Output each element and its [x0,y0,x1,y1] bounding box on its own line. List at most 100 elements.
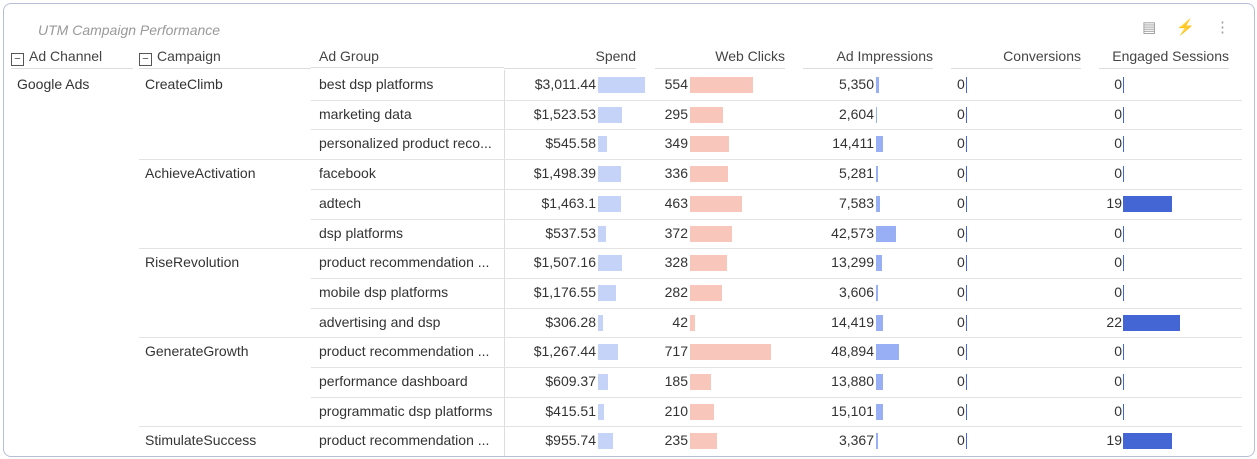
ad-group-cell: advertising and dsp [319,313,441,330]
engaged-sessions-bar [1123,403,1124,420]
row-divider [139,337,1242,339]
web-clicks-bar [690,106,724,123]
ad-channel-cell: Google Ads [17,76,90,92]
engaged-sessions-bar [1123,374,1124,390]
web-clicks-value: 554 [664,76,688,92]
row-divider [311,188,1242,190]
column-header-campaign[interactable]: − Campaign [139,46,311,69]
ad-impressions-value: 13,299 [831,254,874,271]
column-header-ad-group[interactable]: Ad Group [311,46,504,68]
header-label: Ad Channel [29,48,103,64]
ad-group-cell: performance dashboard [319,373,468,389]
web-clicks-bar [690,284,722,301]
ad-impressions-value: 3,606 [838,283,874,300]
ad-impressions-value: 48,894 [831,343,874,360]
web-clicks-bar [690,225,733,242]
spend-value: $1,176.55 [533,283,596,300]
ad-impressions-value: 13,880 [831,373,874,389]
web-clicks-bar [690,255,728,272]
web-clicks-bar [690,374,711,390]
column-header-engaged-sessions[interactable]: Engaged Sessions [1099,46,1229,69]
ad-impressions-bar [876,225,897,242]
web-clicks-bar [690,314,695,331]
more-vertical-icon[interactable]: ⋮ [1215,19,1230,36]
spend-value: $1,507.16 [533,254,596,271]
ad-group-cell: mobile dsp platforms [319,283,449,300]
spend-bar [598,403,605,420]
engaged-sessions-value: 19 [1106,194,1122,211]
ad-impressions-bar [876,195,880,212]
ad-group-cell: best dsp platforms [319,76,434,92]
engaged-sessions-value: 0 [1114,283,1122,300]
web-clicks-bar [690,195,743,212]
ad-impressions-bar [876,106,878,123]
engaged-sessions-value: 0 [1114,76,1122,92]
collapse-icon[interactable]: − [139,53,152,66]
column-divider [504,70,505,456]
web-clicks-value: 295 [664,105,688,122]
column-header-conversions[interactable]: Conversions [951,46,1081,69]
conversions-bar [966,344,967,361]
engaged-sessions-value: 0 [1114,402,1122,419]
conversions-value: 0 [957,373,965,389]
ad-impressions-bar [876,77,879,93]
ad-group-cell: product recommendation ... [319,343,490,360]
ad-impressions-value: 14,419 [831,313,874,330]
campaign-cell: AchieveActivation [145,165,256,182]
column-header-spend[interactable]: Spend [504,46,636,69]
ad-group-cell: facebook [319,165,376,182]
row-divider [311,277,1242,279]
collapse-icon[interactable]: − [11,53,24,66]
conversions-value: 0 [957,343,965,360]
engaged-sessions-bar [1123,225,1124,242]
web-clicks-value: 336 [664,165,688,182]
conversions-bar [966,255,967,272]
ad-impressions-bar [876,166,879,183]
conversions-bar [966,314,967,331]
ad-impressions-value: 7,583 [838,194,874,211]
spend-bar [598,314,603,331]
ad-impressions-bar [876,136,883,153]
row-divider [311,367,1242,368]
row-divider [311,218,1242,220]
lightning-icon[interactable]: ⚡ [1176,19,1195,36]
web-clicks-value: 210 [664,402,688,419]
column-header-web-clicks[interactable]: Web Clicks [655,46,785,69]
ad-impressions-bar [876,433,878,450]
spend-bar [598,374,608,390]
chart-settings-icon[interactable]: ▤ [1142,19,1157,36]
web-clicks-bar [690,403,714,420]
conversions-value: 0 [957,224,965,241]
ad-impressions-bar [876,314,883,331]
spend-bar [598,136,607,153]
engaged-sessions-value: 22 [1106,313,1122,330]
column-header-ad-impressions[interactable]: Ad Impressions [803,46,933,69]
widget-title: UTM Campaign Performance [38,22,221,38]
engaged-sessions-value: 0 [1114,165,1122,182]
web-clicks-bar [690,344,771,361]
spend-value: $609.37 [545,373,596,389]
web-clicks-bar [690,166,728,183]
row-divider [139,159,1242,161]
engaged-sessions-bar [1123,255,1124,272]
widget-toolbar: ▤ ⚡ ⋮ [1142,18,1230,36]
conversions-bar [966,374,967,390]
web-clicks-value: 235 [664,432,688,449]
engaged-sessions-bar [1123,344,1124,361]
spend-value: $955.74 [545,432,596,449]
ad-impressions-value: 5,350 [838,76,874,92]
engaged-sessions-value: 0 [1114,224,1122,241]
conversions-value: 0 [957,402,965,419]
conversions-value: 0 [957,254,965,271]
column-header-ad-channel[interactable]: − Ad Channel [11,46,133,69]
ad-group-cell: product recommendation ... [319,432,490,449]
web-clicks-value: 42 [672,313,688,330]
utm-campaign-table-widget: UTM Campaign Performance ▤ ⚡ ⋮ − Ad Chann… [3,3,1255,457]
row-divider [139,248,1242,250]
conversions-bar [966,433,967,450]
row-divider [311,129,1242,131]
spend-bar [598,225,607,242]
web-clicks-bar [690,77,753,93]
ad-impressions-value: 2,604 [838,105,874,122]
spend-value: $1,498.39 [533,165,596,182]
